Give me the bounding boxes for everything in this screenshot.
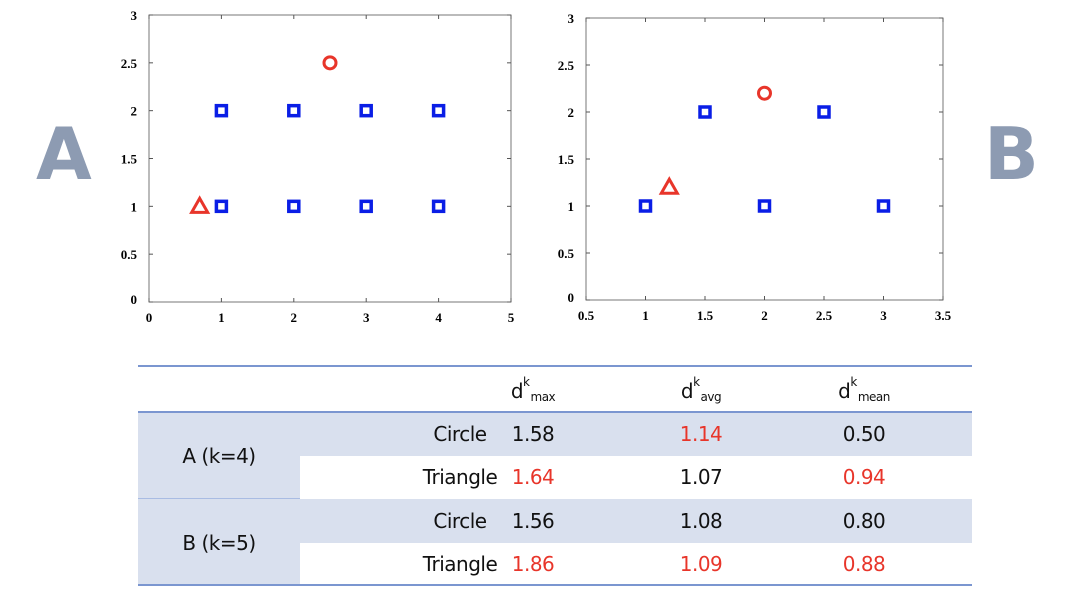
header-sup: k <box>850 374 857 389</box>
column-header-d-avg: d k avg <box>621 369 781 412</box>
y-tick-label: 0.5 <box>558 246 575 261</box>
table-cell: 1.56 <box>511 508 555 533</box>
row-label: Triangle <box>422 552 498 577</box>
group-shade <box>138 499 300 586</box>
table-cell: 1.86 <box>511 552 555 577</box>
header-sub: mean <box>857 389 891 404</box>
plot-b: 0.5 1 1.5 2 2.5 3 3.500.511.522.53 <box>558 11 952 323</box>
row-label: Circle <box>433 421 487 446</box>
header-sub: max <box>530 389 556 404</box>
square-point <box>359 103 373 118</box>
table-cell: 0.80 <box>842 508 886 533</box>
x-tick-label: 0 <box>146 310 153 325</box>
square-point <box>214 103 229 118</box>
scatter-plots: 0 1 2 3 4 500.511.522.530.5 1 1.5 2 2.5 3 3.500.511… <box>121 8 952 325</box>
header-base: d <box>680 378 694 403</box>
row-shade <box>300 412 972 456</box>
header-base: d <box>510 378 524 403</box>
x-tick-label: 3 <box>363 310 370 325</box>
table-cell: 1.58 <box>511 421 555 446</box>
square-point <box>214 199 229 214</box>
header-rule <box>138 411 972 413</box>
group-label: A (k=4) <box>182 443 256 468</box>
y-tick-label: 2.5 <box>121 56 138 71</box>
group-shade <box>138 412 300 499</box>
table-cell: 0.94 <box>842 465 886 490</box>
table-bottom-rule <box>138 584 972 586</box>
square-point <box>431 199 446 214</box>
table-cell: 1.09 <box>679 552 723 577</box>
y-tick-label: 1.5 <box>558 152 575 167</box>
header-sup: k <box>523 374 530 389</box>
circle-point <box>322 55 338 71</box>
table-cell: 1.07 <box>679 465 723 490</box>
circle-point <box>757 85 772 101</box>
plot-a: 0 1 2 3 4 5 0 0.5 1 1.5 2 2.5 3 <box>121 8 515 325</box>
table-cell: 1.08 <box>679 508 723 533</box>
panel-label-a: A <box>36 112 92 196</box>
x-tick-label: 1.5 <box>697 308 714 323</box>
column-header-d-max: d k max <box>453 369 613 412</box>
header-sub: avg <box>700 389 722 404</box>
table-cell: 1.64 <box>511 465 555 490</box>
panel-label-b: B <box>984 112 1039 196</box>
group-label: B (k=5) <box>182 530 256 555</box>
y-tick-label: 2.5 <box>558 58 575 73</box>
square-point <box>817 105 831 119</box>
square-point <box>431 103 446 118</box>
x-tick-label: 5 <box>508 310 515 325</box>
triangle-point <box>658 176 680 195</box>
x-tick-label: 3 <box>880 308 887 323</box>
x-tick-label: 1 <box>642 308 649 323</box>
x-tick-label: 3.5 <box>935 308 952 323</box>
square-point <box>698 105 712 119</box>
plot-frame <box>585 17 944 301</box>
table-cell: 1.14 <box>679 421 723 446</box>
square-point <box>359 199 373 214</box>
y-tick-label: 1 <box>131 199 138 214</box>
y-tick-label: 2 <box>568 105 575 120</box>
x-tick-label: 2 <box>761 308 768 323</box>
y-tick-label: 1.5 <box>121 152 138 167</box>
header-sup: k <box>693 374 700 389</box>
square-point <box>876 199 891 213</box>
y-tick-label: 0 <box>131 292 138 307</box>
header-base: d <box>838 378 851 403</box>
square-point <box>287 103 301 118</box>
square-point <box>287 199 301 214</box>
table-cell: 0.88 <box>842 552 886 577</box>
table-cell: 0.50 <box>842 421 886 446</box>
distance-table: d k max d k avg d k mean A (k=4) Circle 1.58 1.14 0.5… <box>138 365 972 586</box>
x-tick-label: 2 <box>291 310 298 325</box>
triangle-point <box>189 195 211 214</box>
row-shade <box>300 499 972 543</box>
column-header-d-mean: d k mean <box>784 369 944 412</box>
row-label: Triangle <box>422 465 498 490</box>
x-tick-label: 1 <box>218 310 225 325</box>
y-tick-label: 2 <box>131 104 138 119</box>
y-tick-label: 3 <box>131 8 138 23</box>
x-tick-label: 0.5 <box>578 308 595 323</box>
y-tick-label: 0.5 <box>121 247 138 262</box>
square-point <box>638 199 653 213</box>
row-label: Circle <box>433 508 487 533</box>
y-tick-label: 1 <box>568 199 575 214</box>
y-tick-label: 0 <box>568 290 575 305</box>
group-divider <box>138 498 300 499</box>
x-tick-label: 4 <box>435 310 442 325</box>
y-tick-label: 3 <box>568 11 575 26</box>
x-tick-label: 2.5 <box>816 308 833 323</box>
table-top-rule <box>138 365 972 367</box>
square-point <box>757 199 772 213</box>
